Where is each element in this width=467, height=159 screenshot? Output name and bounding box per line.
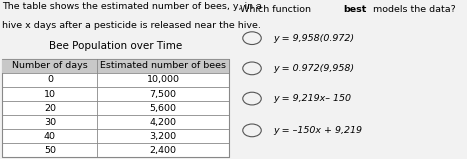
Text: 3,200: 3,200 (149, 132, 177, 141)
Text: Which function: Which function (241, 5, 314, 14)
Text: 10: 10 (44, 90, 56, 99)
Text: 2,400: 2,400 (149, 146, 177, 155)
Text: The table shows the estimated number of bees, y, in a: The table shows the estimated number of … (2, 2, 262, 11)
Text: y = 9,958(0.972): y = 9,958(0.972) (273, 34, 354, 43)
Text: 30: 30 (44, 118, 56, 127)
Text: 10,000: 10,000 (147, 76, 180, 84)
Text: 5,600: 5,600 (149, 104, 177, 113)
Text: 7,500: 7,500 (149, 90, 177, 99)
Text: y = 9,219x– 150: y = 9,219x– 150 (273, 94, 351, 103)
Text: models the data?: models the data? (370, 5, 456, 14)
Text: 0: 0 (47, 76, 53, 84)
Text: 20: 20 (44, 104, 56, 113)
Text: hive x days after a pesticide is released near the hive.: hive x days after a pesticide is release… (2, 21, 261, 30)
Text: best: best (343, 5, 367, 14)
Text: Estimated number of bees: Estimated number of bees (100, 61, 226, 70)
Text: y = –150x + 9,219: y = –150x + 9,219 (273, 126, 362, 135)
Text: 50: 50 (44, 146, 56, 155)
FancyBboxPatch shape (2, 59, 229, 157)
Text: Bee Population over Time: Bee Population over Time (49, 41, 182, 51)
Text: y = 0.972(9,958): y = 0.972(9,958) (273, 64, 354, 73)
Text: Number of days: Number of days (12, 61, 88, 70)
Text: 4,200: 4,200 (149, 118, 177, 127)
Text: 40: 40 (44, 132, 56, 141)
FancyBboxPatch shape (2, 59, 229, 73)
